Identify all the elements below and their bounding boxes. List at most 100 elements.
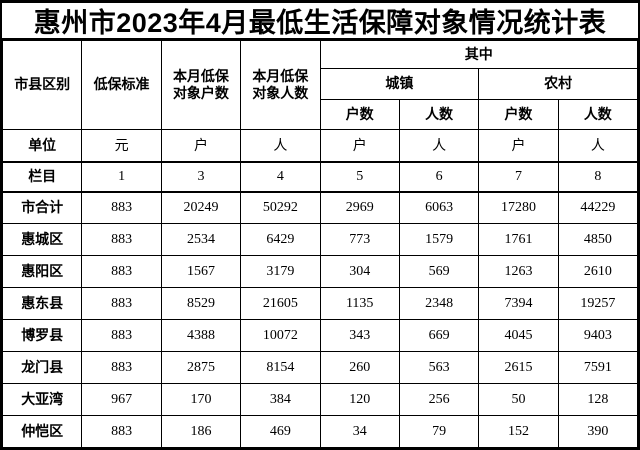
data-cell: 390	[557, 415, 638, 448]
unit-cell: 人	[398, 129, 480, 163]
row-label: 惠东县	[2, 287, 83, 320]
data-cell: 170	[160, 383, 242, 416]
data-cell: 304	[319, 255, 400, 288]
data-cell: 186	[160, 415, 242, 448]
unit-row-label: 单位	[2, 129, 83, 163]
data-cell: 2969	[319, 191, 400, 224]
table-row-huiyang: 惠阳区 883 1567 3179 304 569 1263 2610	[2, 255, 638, 288]
header-of-which: 其中	[319, 40, 638, 69]
table-row-huidong: 惠东县 883 8529 21605 1135 2348 7394 19257	[2, 287, 638, 320]
data-cell: 152	[478, 415, 559, 448]
data-cell: 883	[81, 351, 162, 384]
data-cell: 1567	[160, 255, 242, 288]
column-number-row: 栏目 1 3 4 5 6 7 8	[2, 161, 638, 193]
header-month-persons: 本月低保 对象人数	[240, 40, 321, 130]
data-cell: 4045	[478, 319, 559, 352]
data-cell: 50292	[240, 191, 321, 224]
data-cell: 2875	[160, 351, 242, 384]
header-rural-households: 户数	[478, 99, 559, 130]
data-cell: 7591	[557, 351, 638, 384]
column-number-cell: 6	[398, 161, 480, 193]
column-number-cell: 5	[319, 161, 400, 193]
row-label: 大亚湾	[2, 383, 83, 416]
data-cell: 883	[81, 223, 162, 256]
table-row-huicheng: 惠城区 883 2534 6429 773 1579 1761 4850	[2, 223, 638, 256]
data-cell: 2534	[160, 223, 242, 256]
data-cell: 1263	[478, 255, 559, 288]
data-cell: 256	[398, 383, 480, 416]
data-cell: 260	[319, 351, 400, 384]
data-cell: 20249	[160, 191, 242, 224]
row-label: 龙门县	[2, 351, 83, 384]
data-cell: 9403	[557, 319, 638, 352]
column-number-cell: 8	[557, 161, 638, 193]
table-row-dayawan: 大亚湾 967 170 384 120 256 50 128	[2, 383, 638, 416]
row-label: 博罗县	[2, 319, 83, 352]
data-cell: 128	[557, 383, 638, 416]
unit-cell: 人	[240, 129, 321, 163]
data-cell: 17280	[478, 191, 559, 224]
data-cell: 1579	[398, 223, 480, 256]
unit-row: 单位 元 户 人 户 人 户 人	[2, 129, 638, 163]
data-cell: 44229	[557, 191, 638, 224]
data-cell: 79	[398, 415, 480, 448]
data-cell: 1761	[478, 223, 559, 256]
header-urban-persons: 人数	[398, 99, 480, 130]
data-cell: 569	[398, 255, 480, 288]
column-number-cell: 7	[478, 161, 559, 193]
row-label: 市合计	[2, 191, 83, 224]
column-row-label: 栏目	[2, 161, 83, 193]
data-cell: 883	[81, 319, 162, 352]
data-cell: 883	[81, 287, 162, 320]
table-row-longmen: 龙门县 883 2875 8154 260 563 2615 7591	[2, 351, 638, 384]
table-row-boluo: 博罗县 883 4388 10072 343 669 4045 9403	[2, 319, 638, 352]
data-cell: 563	[398, 351, 480, 384]
unit-cell: 元	[81, 129, 162, 163]
data-cell: 773	[319, 223, 400, 256]
data-cell: 2615	[478, 351, 559, 384]
data-cell: 6063	[398, 191, 480, 224]
unit-cell: 人	[557, 129, 638, 163]
data-cell: 469	[240, 415, 321, 448]
column-number-cell: 1	[81, 161, 162, 193]
data-cell: 1135	[319, 287, 400, 320]
header-urban: 城镇	[319, 68, 480, 100]
data-cell: 6429	[240, 223, 321, 256]
data-cell: 8529	[160, 287, 242, 320]
header-row-2: 城镇 农村	[3, 68, 638, 100]
data-cell: 21605	[240, 287, 321, 320]
page-title: 惠州市2023年4月最低生活保障对象情况统计表	[2, 3, 638, 40]
data-cell: 3179	[240, 255, 321, 288]
data-cell: 4850	[557, 223, 638, 256]
data-cell: 8154	[240, 351, 321, 384]
header-row-1: 市县区别 低保标准 本月低保 对象户数 本月低保 对象人数 其中	[2, 40, 638, 130]
header-rural: 农村	[478, 68, 638, 100]
header-urban-households: 户数	[319, 99, 400, 130]
data-cell: 669	[398, 319, 480, 352]
data-cell: 120	[319, 383, 400, 416]
header-month-households: 本月低保 对象户数	[160, 40, 242, 130]
table-row-city-total: 市合计 883 20249 50292 2969 6063 17280 4422…	[2, 191, 638, 224]
data-cell: 343	[319, 319, 400, 352]
header-rural-persons: 人数	[557, 99, 638, 130]
unit-cell: 户	[160, 129, 242, 163]
data-cell: 883	[81, 255, 162, 288]
row-label: 惠城区	[2, 223, 83, 256]
data-cell: 883	[81, 191, 162, 224]
table-row-zhongkai: 仲恺区 883 186 469 34 79 152 390	[2, 415, 638, 448]
column-number-cell: 4	[240, 161, 321, 193]
row-label: 仲恺区	[2, 415, 83, 448]
column-number-cell: 3	[160, 161, 242, 193]
data-cell: 34	[319, 415, 400, 448]
header-region: 市县区别	[2, 40, 83, 130]
unit-cell: 户	[319, 129, 400, 163]
data-cell: 10072	[240, 319, 321, 352]
data-cell: 967	[81, 383, 162, 416]
row-label: 惠阳区	[2, 255, 83, 288]
data-cell: 384	[240, 383, 321, 416]
data-cell: 883	[81, 415, 162, 448]
unit-cell: 户	[478, 129, 559, 163]
data-cell: 4388	[160, 319, 242, 352]
data-cell: 7394	[478, 287, 559, 320]
